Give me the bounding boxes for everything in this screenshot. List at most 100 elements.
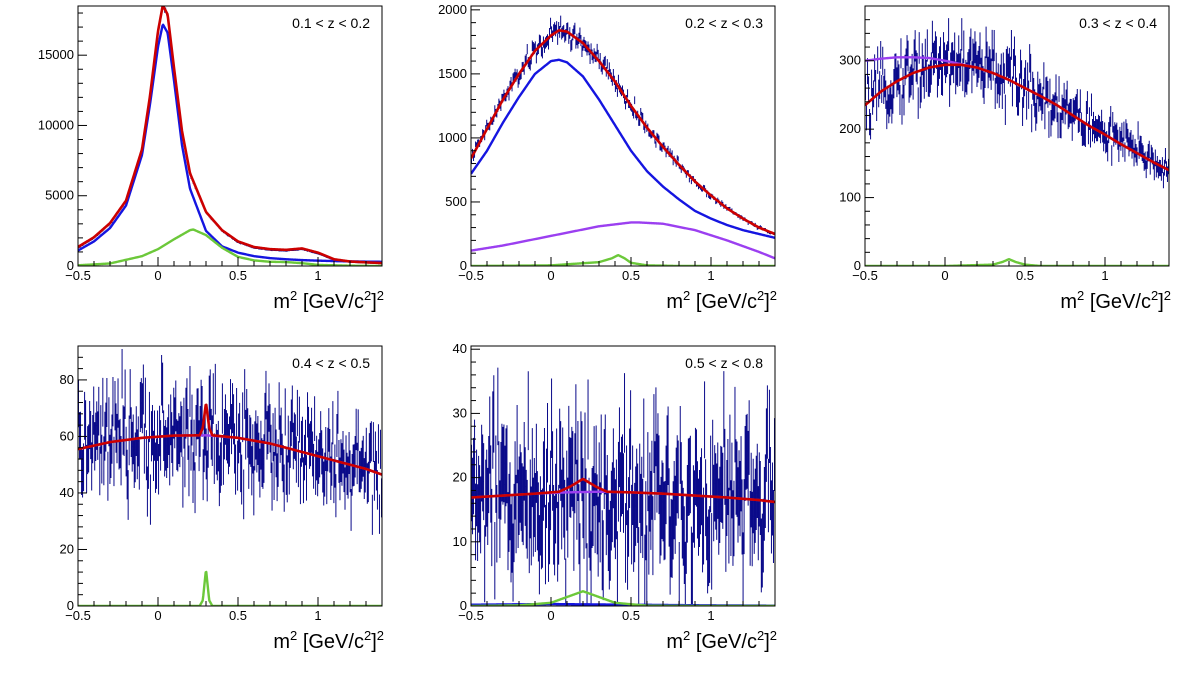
x-tick-label: 0.5 [1016,268,1034,283]
green-component-curve [865,258,1169,266]
plot-area [471,367,775,606]
x-axis-title: m2 [GeV/c2]2 [666,628,777,653]
y-tick-label: 300 [839,53,861,68]
data-points [471,367,775,606]
y-tick-label: 200 [839,121,861,136]
green-component-curve [78,570,382,606]
x-tick-label: 1 [707,268,714,283]
plot-area [78,6,382,266]
x-axis [77,257,383,266]
x-tick-label: 0.5 [622,608,640,623]
y-tick-label: 1000 [438,130,467,145]
y-tick-label: 20 [60,541,74,556]
x-tick-label: 0.5 [229,608,247,623]
data-histogram [471,15,775,235]
z-range-label: 0.1 < z < 0.2 [292,15,370,31]
total-fit-curve [471,29,775,236]
data-points [865,18,1169,189]
x-tick-label: 0.5 [229,268,247,283]
x-tick-label: −0.5 [65,608,91,623]
green-component-curve [471,253,775,266]
x-axis-title: m2 [GeV/c2]2 [273,288,384,313]
plot-area [78,349,382,606]
y-tick-label: 0 [460,258,467,273]
z-range-label: 0.2 < z < 0.3 [685,15,763,31]
x-tick-label: −0.5 [458,268,484,283]
total-fit-curve [78,6,382,265]
y-tick-label: 80 [60,372,74,387]
z-range-label: 0.3 < z < 0.4 [1079,15,1157,31]
plot-area [865,18,1169,266]
data-points [78,6,382,265]
plot-frame [864,5,1170,267]
z-range-label: 0.4 < z < 0.5 [292,355,370,371]
plot-frame [470,345,776,607]
y-axis [78,345,87,607]
x-axis [470,257,776,266]
x-axis-title: m2 [GeV/c2]2 [273,628,384,653]
data-histogram [865,18,1169,189]
y-axis [865,5,874,267]
blue-component-curve [78,23,382,263]
y-tick-label: 0 [67,258,74,273]
y-tick-label: 1500 [438,66,467,81]
data-histogram [471,367,775,606]
data-histogram [78,6,382,265]
x-axis-title: m2 [GeV/c2]2 [1060,288,1171,313]
y-tick-label: 20 [453,470,467,485]
y-axis [471,348,480,607]
plot-frame [470,5,776,267]
data-points [471,15,775,235]
y-tick-label: 100 [839,190,861,205]
x-tick-label: 1 [314,608,321,623]
x-tick-label: −0.5 [65,268,91,283]
total-fit-curve [78,403,382,476]
x-tick-label: −0.5 [852,268,878,283]
plot-frame [77,345,383,607]
purple-component-curve [471,221,775,260]
x-tick-label: 0 [941,268,948,283]
x-tick-label: 0.5 [622,268,640,283]
y-tick-label: 30 [453,405,467,420]
y-tick-label: 0 [854,258,861,273]
y-tick-label: 10000 [38,117,74,132]
x-axis [77,597,383,606]
x-axis-title: m2 [GeV/c2]2 [666,288,777,313]
plot-area [471,15,775,266]
total-fit-curve [865,63,1169,172]
y-axis [78,12,87,267]
x-tick-label: 0 [547,608,554,623]
y-tick-label: 15000 [38,47,74,62]
total-fit-curve [471,477,775,504]
y-tick-label: 60 [60,428,74,443]
green-component-curve [78,228,382,266]
data-histogram [78,349,382,535]
y-tick-label: 5000 [45,188,74,203]
plot-frame [77,5,383,267]
y-tick-label: 0 [67,598,74,613]
z-range-label: 0.5 < z < 0.8 [685,355,763,371]
x-tick-label: 0 [154,608,161,623]
x-tick-label: 0 [547,268,554,283]
x-tick-label: 1 [314,268,321,283]
x-tick-label: 0 [154,268,161,283]
y-axis [471,9,480,267]
y-tick-label: 40 [60,485,74,500]
x-axis [864,257,1170,266]
blue-component-curve [471,58,775,239]
y-tick-label: 10 [453,534,467,549]
y-tick-label: 2000 [438,2,467,17]
green-component-curve [471,590,775,606]
y-tick-label: 40 [453,341,467,356]
x-tick-label: 1 [1101,268,1108,283]
x-axis [470,597,776,606]
y-tick-label: 0 [460,598,467,613]
data-points [78,349,382,535]
x-tick-label: −0.5 [458,608,484,623]
